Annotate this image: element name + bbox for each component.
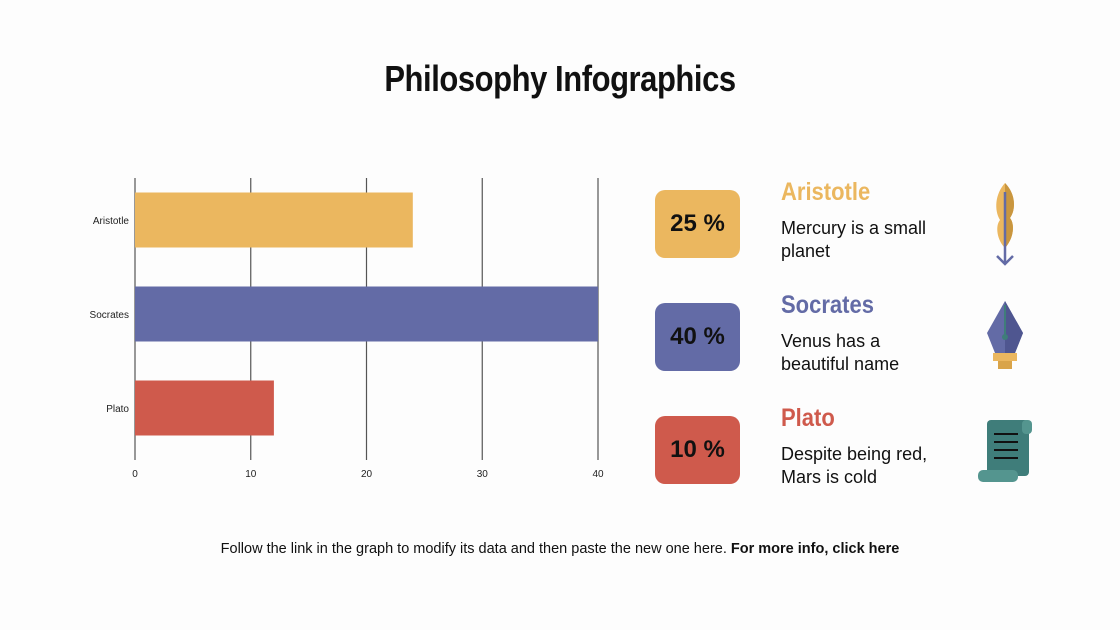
footer: Follow the link in the graph to modify i… (0, 541, 1120, 557)
y-category-label: Plato (106, 404, 129, 415)
bar-aristotle[interactable] (135, 192, 413, 248)
scroll-icon (978, 420, 1032, 482)
desc-plato: Despite being red, Mars is cold (781, 444, 928, 487)
x-tick-label: 30 (477, 469, 489, 480)
name-plato: Plato (781, 404, 835, 432)
name-socrates: Socrates (781, 291, 874, 319)
more-info-link[interactable]: For more info, click here (730, 541, 900, 557)
x-tick-label: 20 (361, 469, 373, 480)
feather-quill-icon (996, 183, 1015, 266)
percent-badge-aristotle: 25 % (655, 190, 740, 258)
fountain-pen-nib-icon (987, 301, 1023, 369)
footer-text: Follow the link in the graph to modify i… (220, 541, 727, 557)
desc-aristotle: Mercury is a small planet (781, 218, 927, 261)
y-category-label: Aristotle (93, 216, 130, 227)
name-aristotle: Aristotle (781, 178, 871, 206)
page-title: Philosophy Infographics (384, 58, 736, 99)
x-tick-label: 0 (132, 469, 138, 480)
x-tick-label: 10 (245, 469, 257, 480)
percent-badge-socrates: 40 % (655, 303, 740, 371)
bar-socrates[interactable] (135, 286, 598, 342)
bar-plato[interactable] (135, 380, 274, 436)
percent-badge-plato: 10 % (655, 416, 740, 484)
desc-socrates: Venus has a beautiful name (781, 331, 900, 374)
bar-chart[interactable]: 0 10 20 30 40 Aristotle Socrates Plato (0, 0, 640, 500)
y-category-label: Socrates (90, 310, 129, 321)
x-tick-label: 40 (592, 469, 604, 480)
